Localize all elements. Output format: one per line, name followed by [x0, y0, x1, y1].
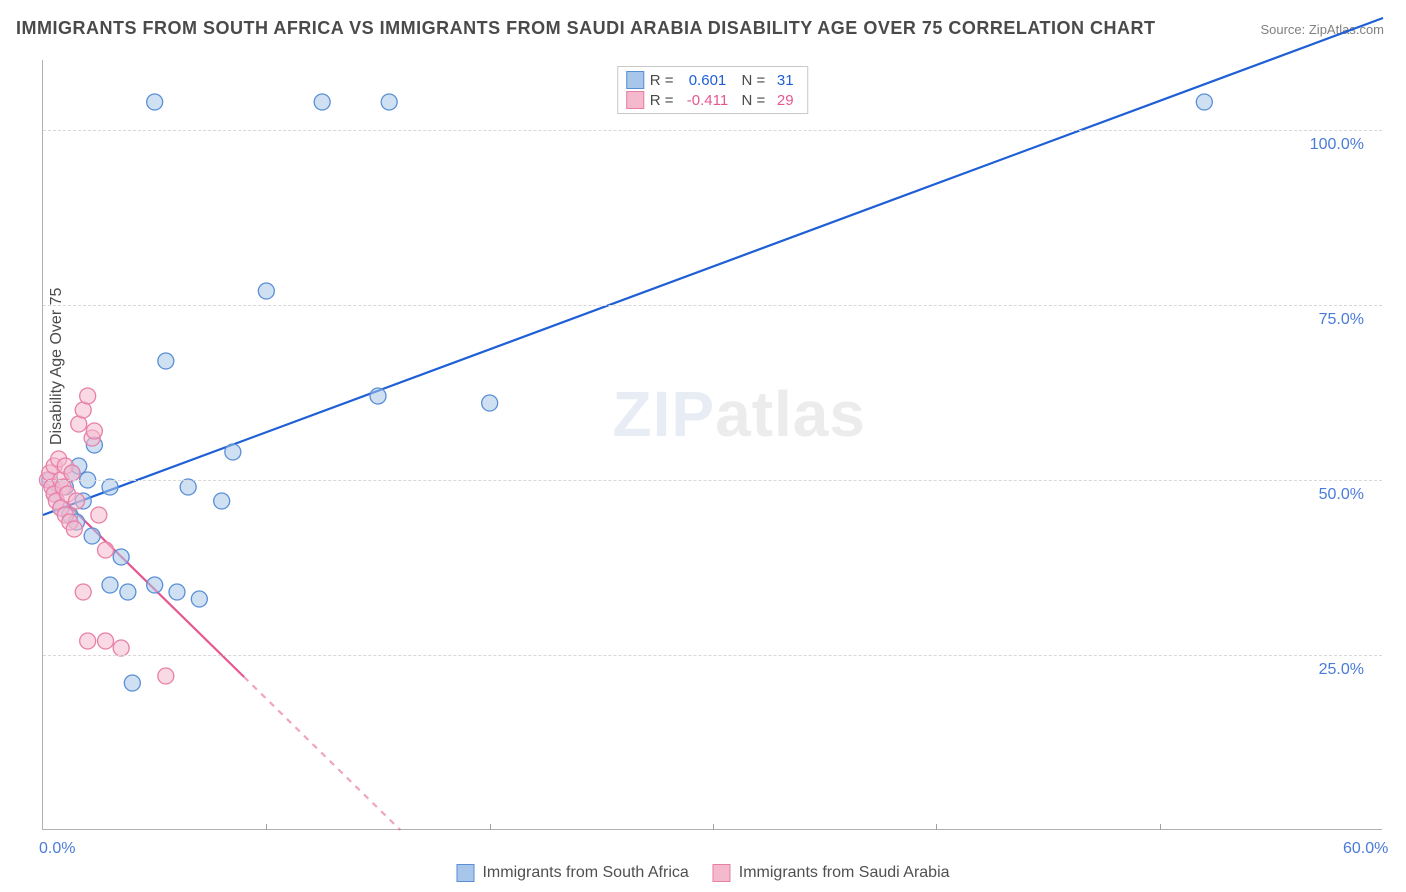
plot-area: Disability Age Over 75 ZIPatlas R = 0.60… — [42, 60, 1382, 830]
x-tick — [936, 824, 937, 830]
legend-swatch-sa — [626, 71, 644, 89]
legend-n-value-sa: 31 — [771, 72, 799, 89]
correlation-legend: R = 0.601 N = 31 R = -0.411 N = 29 — [617, 66, 809, 114]
x-tick — [713, 824, 714, 830]
y-tick-label: 25.0% — [1319, 661, 1364, 679]
legend-label-sa: Immigrants from South Africa — [482, 864, 688, 882]
x-tick-label: 0.0% — [39, 840, 75, 858]
legend-r-value-saudi: -0.411 — [680, 92, 736, 109]
y-tick-label: 50.0% — [1319, 486, 1364, 504]
legend-item-saudi: Immigrants from Saudi Arabia — [713, 864, 950, 882]
gridline-h — [43, 305, 1382, 306]
legend-row-saudi: R = -0.411 N = 29 — [626, 91, 800, 109]
y-tick-label: 75.0% — [1319, 311, 1364, 329]
legend-swatch-icon — [713, 864, 731, 882]
legend-n-label: N = — [742, 72, 766, 89]
legend-r-value-sa: 0.601 — [680, 72, 736, 89]
legend-item-sa: Immigrants from South Africa — [456, 864, 688, 882]
legend-label-saudi: Immigrants from Saudi Arabia — [739, 864, 950, 882]
y-tick-label: 100.0% — [1310, 136, 1364, 154]
x-tick — [266, 824, 267, 830]
legend-swatch-saudi — [626, 91, 644, 109]
series-legend: Immigrants from South Africa Immigrants … — [456, 864, 949, 882]
legend-n-label: N = — [742, 92, 766, 109]
legend-r-label: R = — [650, 92, 674, 109]
gridline-h — [43, 130, 1382, 131]
legend-swatch-icon — [456, 864, 474, 882]
x-tick-label: 60.0% — [1343, 840, 1388, 858]
chart-svg — [43, 60, 1382, 829]
x-tick — [490, 824, 491, 830]
legend-row-sa: R = 0.601 N = 31 — [626, 71, 800, 89]
chart-title: IMMIGRANTS FROM SOUTH AFRICA VS IMMIGRAN… — [16, 18, 1156, 39]
gridline-h — [43, 655, 1382, 656]
legend-n-value-saudi: 29 — [771, 92, 799, 109]
legend-r-label: R = — [650, 72, 674, 89]
gridline-h — [43, 480, 1382, 481]
x-tick — [1160, 824, 1161, 830]
